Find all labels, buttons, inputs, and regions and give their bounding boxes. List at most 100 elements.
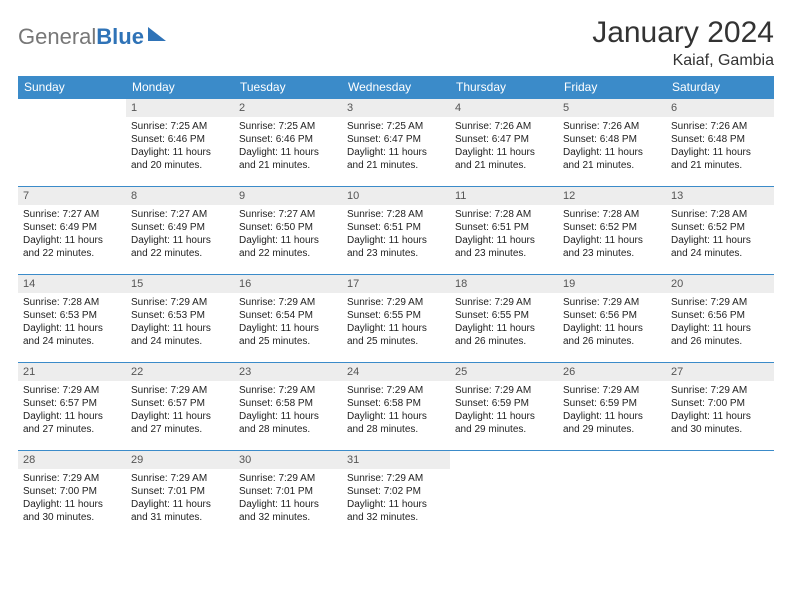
sunset-text: Sunset: 6:51 PM bbox=[455, 221, 553, 234]
calendar-cell: 21Sunrise: 7:29 AMSunset: 6:57 PMDayligh… bbox=[18, 362, 126, 450]
calendar-cell: 11Sunrise: 7:28 AMSunset: 6:51 PMDayligh… bbox=[450, 186, 558, 274]
daylight-text: Daylight: 11 hours and 24 minutes. bbox=[23, 322, 121, 348]
day-number: 23 bbox=[234, 363, 342, 381]
day-number: 18 bbox=[450, 275, 558, 293]
day-number: 30 bbox=[234, 451, 342, 469]
day-details: Sunrise: 7:29 AMSunset: 6:57 PMDaylight:… bbox=[126, 381, 234, 441]
sunrise-text: Sunrise: 7:28 AM bbox=[671, 208, 769, 221]
day-number: 5 bbox=[558, 99, 666, 117]
brand-part2: Blue bbox=[96, 24, 144, 49]
calendar-cell: 28Sunrise: 7:29 AMSunset: 7:00 PMDayligh… bbox=[18, 450, 126, 538]
day-details: Sunrise: 7:25 AMSunset: 6:47 PMDaylight:… bbox=[342, 117, 450, 177]
day-details: Sunrise: 7:29 AMSunset: 6:54 PMDaylight:… bbox=[234, 293, 342, 353]
day-details: Sunrise: 7:27 AMSunset: 6:50 PMDaylight:… bbox=[234, 205, 342, 265]
day-details: Sunrise: 7:28 AMSunset: 6:51 PMDaylight:… bbox=[450, 205, 558, 265]
sunset-text: Sunset: 6:50 PM bbox=[239, 221, 337, 234]
sunrise-text: Sunrise: 7:27 AM bbox=[131, 208, 229, 221]
daylight-text: Daylight: 11 hours and 25 minutes. bbox=[347, 322, 445, 348]
calendar-cell: 16Sunrise: 7:29 AMSunset: 6:54 PMDayligh… bbox=[234, 274, 342, 362]
daylight-text: Daylight: 11 hours and 24 minutes. bbox=[671, 234, 769, 260]
calendar-cell: 31Sunrise: 7:29 AMSunset: 7:02 PMDayligh… bbox=[342, 450, 450, 538]
calendar-cell: 17Sunrise: 7:29 AMSunset: 6:55 PMDayligh… bbox=[342, 274, 450, 362]
day-number: 24 bbox=[342, 363, 450, 381]
day-details: Sunrise: 7:26 AMSunset: 6:48 PMDaylight:… bbox=[558, 117, 666, 177]
calendar-cell: 23Sunrise: 7:29 AMSunset: 6:58 PMDayligh… bbox=[234, 362, 342, 450]
sunrise-text: Sunrise: 7:25 AM bbox=[239, 120, 337, 133]
daylight-text: Daylight: 11 hours and 23 minutes. bbox=[347, 234, 445, 260]
sunrise-text: Sunrise: 7:29 AM bbox=[239, 384, 337, 397]
sunrise-text: Sunrise: 7:29 AM bbox=[455, 384, 553, 397]
calendar-cell: 3Sunrise: 7:25 AMSunset: 6:47 PMDaylight… bbox=[342, 98, 450, 186]
day-number: 6 bbox=[666, 99, 774, 117]
calendar-cell: 13Sunrise: 7:28 AMSunset: 6:52 PMDayligh… bbox=[666, 186, 774, 274]
calendar-cell: 26Sunrise: 7:29 AMSunset: 6:59 PMDayligh… bbox=[558, 362, 666, 450]
day-number: 21 bbox=[18, 363, 126, 381]
sunset-text: Sunset: 7:00 PM bbox=[671, 397, 769, 410]
calendar-cell: 8Sunrise: 7:27 AMSunset: 6:49 PMDaylight… bbox=[126, 186, 234, 274]
daylight-text: Daylight: 11 hours and 23 minutes. bbox=[455, 234, 553, 260]
day-details: Sunrise: 7:29 AMSunset: 6:59 PMDaylight:… bbox=[558, 381, 666, 441]
sunset-text: Sunset: 6:52 PM bbox=[563, 221, 661, 234]
calendar-cell: 14Sunrise: 7:28 AMSunset: 6:53 PMDayligh… bbox=[18, 274, 126, 362]
calendar-cell: 2Sunrise: 7:25 AMSunset: 6:46 PMDaylight… bbox=[234, 98, 342, 186]
sunset-text: Sunset: 7:02 PM bbox=[347, 485, 445, 498]
day-number: 19 bbox=[558, 275, 666, 293]
sunset-text: Sunset: 6:46 PM bbox=[131, 133, 229, 146]
sunset-text: Sunset: 6:47 PM bbox=[455, 133, 553, 146]
day-details: Sunrise: 7:27 AMSunset: 6:49 PMDaylight:… bbox=[18, 205, 126, 265]
sunrise-text: Sunrise: 7:29 AM bbox=[131, 472, 229, 485]
brand-text: GeneralBlue bbox=[18, 24, 144, 50]
sunrise-text: Sunrise: 7:26 AM bbox=[563, 120, 661, 133]
day-details: Sunrise: 7:29 AMSunset: 6:56 PMDaylight:… bbox=[666, 293, 774, 353]
calendar-cell: 29Sunrise: 7:29 AMSunset: 7:01 PMDayligh… bbox=[126, 450, 234, 538]
header: GeneralBlue January 2024 Kaiaf, Gambia bbox=[18, 16, 774, 70]
day-number: 31 bbox=[342, 451, 450, 469]
sunrise-text: Sunrise: 7:29 AM bbox=[347, 472, 445, 485]
day-number: 28 bbox=[18, 451, 126, 469]
day-number: 12 bbox=[558, 187, 666, 205]
sunrise-text: Sunrise: 7:29 AM bbox=[455, 296, 553, 309]
weekday-label: Friday bbox=[558, 76, 666, 98]
sunrise-text: Sunrise: 7:29 AM bbox=[23, 472, 121, 485]
weekday-label: Saturday bbox=[666, 76, 774, 98]
sunset-text: Sunset: 6:56 PM bbox=[671, 309, 769, 322]
calendar-cell: 27Sunrise: 7:29 AMSunset: 7:00 PMDayligh… bbox=[666, 362, 774, 450]
sunrise-text: Sunrise: 7:28 AM bbox=[455, 208, 553, 221]
sunrise-text: Sunrise: 7:29 AM bbox=[563, 296, 661, 309]
sunset-text: Sunset: 6:57 PM bbox=[131, 397, 229, 410]
calendar-cell: 22Sunrise: 7:29 AMSunset: 6:57 PMDayligh… bbox=[126, 362, 234, 450]
day-number: 1 bbox=[126, 99, 234, 117]
day-details: Sunrise: 7:29 AMSunset: 6:55 PMDaylight:… bbox=[450, 293, 558, 353]
daylight-text: Daylight: 11 hours and 29 minutes. bbox=[563, 410, 661, 436]
day-details: Sunrise: 7:29 AMSunset: 6:59 PMDaylight:… bbox=[450, 381, 558, 441]
day-number: 25 bbox=[450, 363, 558, 381]
daylight-text: Daylight: 11 hours and 30 minutes. bbox=[23, 498, 121, 524]
brand-part1: General bbox=[18, 24, 96, 49]
day-details: Sunrise: 7:28 AMSunset: 6:51 PMDaylight:… bbox=[342, 205, 450, 265]
sunset-text: Sunset: 7:01 PM bbox=[239, 485, 337, 498]
calendar-weekday-header: SundayMondayTuesdayWednesdayThursdayFrid… bbox=[18, 76, 774, 98]
day-details: Sunrise: 7:29 AMSunset: 6:55 PMDaylight:… bbox=[342, 293, 450, 353]
day-number: 27 bbox=[666, 363, 774, 381]
day-details: Sunrise: 7:29 AMSunset: 6:58 PMDaylight:… bbox=[342, 381, 450, 441]
sunrise-text: Sunrise: 7:27 AM bbox=[239, 208, 337, 221]
daylight-text: Daylight: 11 hours and 21 minutes. bbox=[455, 146, 553, 172]
calendar-body: 1Sunrise: 7:25 AMSunset: 6:46 PMDaylight… bbox=[18, 98, 774, 538]
weekday-label: Wednesday bbox=[342, 76, 450, 98]
sunset-text: Sunset: 6:49 PM bbox=[131, 221, 229, 234]
day-details: Sunrise: 7:29 AMSunset: 7:00 PMDaylight:… bbox=[18, 469, 126, 529]
sunset-text: Sunset: 6:58 PM bbox=[347, 397, 445, 410]
calendar-cell-empty bbox=[558, 450, 666, 538]
sunrise-text: Sunrise: 7:28 AM bbox=[347, 208, 445, 221]
weekday-label: Sunday bbox=[18, 76, 126, 98]
sunset-text: Sunset: 6:48 PM bbox=[671, 133, 769, 146]
daylight-text: Daylight: 11 hours and 20 minutes. bbox=[131, 146, 229, 172]
calendar-cell: 9Sunrise: 7:27 AMSunset: 6:50 PMDaylight… bbox=[234, 186, 342, 274]
daylight-text: Daylight: 11 hours and 27 minutes. bbox=[23, 410, 121, 436]
calendar-cell: 15Sunrise: 7:29 AMSunset: 6:53 PMDayligh… bbox=[126, 274, 234, 362]
location: Kaiaf, Gambia bbox=[592, 52, 774, 70]
daylight-text: Daylight: 11 hours and 23 minutes. bbox=[563, 234, 661, 260]
day-details: Sunrise: 7:26 AMSunset: 6:47 PMDaylight:… bbox=[450, 117, 558, 177]
sunrise-text: Sunrise: 7:25 AM bbox=[347, 120, 445, 133]
sunset-text: Sunset: 6:48 PM bbox=[563, 133, 661, 146]
